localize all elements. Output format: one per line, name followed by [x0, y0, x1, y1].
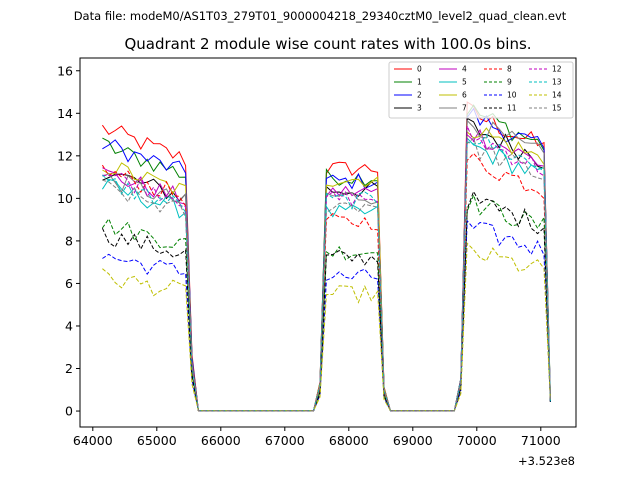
legend-label-4: 4 — [462, 65, 467, 74]
y-tick-label: 6 — [65, 276, 73, 291]
legend-box — [388, 61, 574, 119]
y-tick-label: 16 — [57, 63, 73, 78]
x-tick-label: 66000 — [201, 433, 241, 448]
y-tick-label: 12 — [57, 148, 73, 163]
chart-title: Quadrant 2 module wise count rates with … — [124, 35, 531, 53]
legend-label-2: 2 — [417, 91, 422, 100]
series-line-10 — [102, 219, 551, 412]
y-tick-label: 4 — [65, 318, 73, 333]
legend-label-10: 10 — [507, 91, 517, 100]
series-line-14 — [102, 242, 551, 412]
series-line-11 — [101, 190, 551, 412]
x-tick-label: 68000 — [329, 433, 369, 448]
y-tick-label: 10 — [57, 191, 73, 206]
legend-label-12: 12 — [552, 65, 562, 74]
legend-label-7: 7 — [462, 104, 467, 113]
series-line-12 — [102, 125, 551, 412]
x-tick-label: 71000 — [521, 433, 561, 448]
legend-label-9: 9 — [507, 78, 512, 87]
legend-label-0: 0 — [417, 65, 422, 74]
legend-label-8: 8 — [507, 65, 512, 74]
legend-label-11: 11 — [507, 104, 517, 113]
y-axis: 0 2 4 6 8 10 12 14 16 — [57, 63, 80, 419]
y-tick-label: 14 — [57, 106, 73, 121]
legend-label-3: 3 — [417, 104, 422, 113]
x-offset-label: +3.523e8 — [518, 454, 575, 468]
legend-label-14: 14 — [552, 91, 562, 100]
y-tick-label: 0 — [65, 404, 73, 419]
y-tick-label: 8 — [65, 233, 73, 248]
x-tick-label: 65000 — [137, 433, 177, 448]
x-tick-label: 67000 — [265, 433, 305, 448]
x-axis: 64000 65000 66000 67000 68000 69000 70000 71000 — [73, 427, 561, 448]
legend-label-6: 6 — [462, 91, 467, 100]
x-tick-label: 64000 — [73, 433, 113, 448]
suptitle: Data file: modeM0/AS1T03_279T01_90000042… — [74, 9, 567, 23]
axes-frame — [79, 57, 577, 428]
y-tick-label: 2 — [65, 361, 73, 376]
legend-label-5: 5 — [462, 78, 467, 87]
legend-label-15: 15 — [552, 104, 562, 113]
legend-label-1: 1 — [417, 78, 422, 87]
x-tick-label: 69000 — [393, 433, 433, 448]
legend-label-13: 13 — [552, 78, 562, 87]
x-tick-label: 70000 — [457, 433, 497, 448]
series-line-9 — [101, 193, 551, 412]
series-line-3 — [102, 117, 551, 412]
series-lines — [101, 101, 551, 412]
series-line-6 — [102, 127, 551, 412]
plot-area: 64000 65000 66000 67000 68000 69000 70000 71000… — [57, 57, 577, 448]
